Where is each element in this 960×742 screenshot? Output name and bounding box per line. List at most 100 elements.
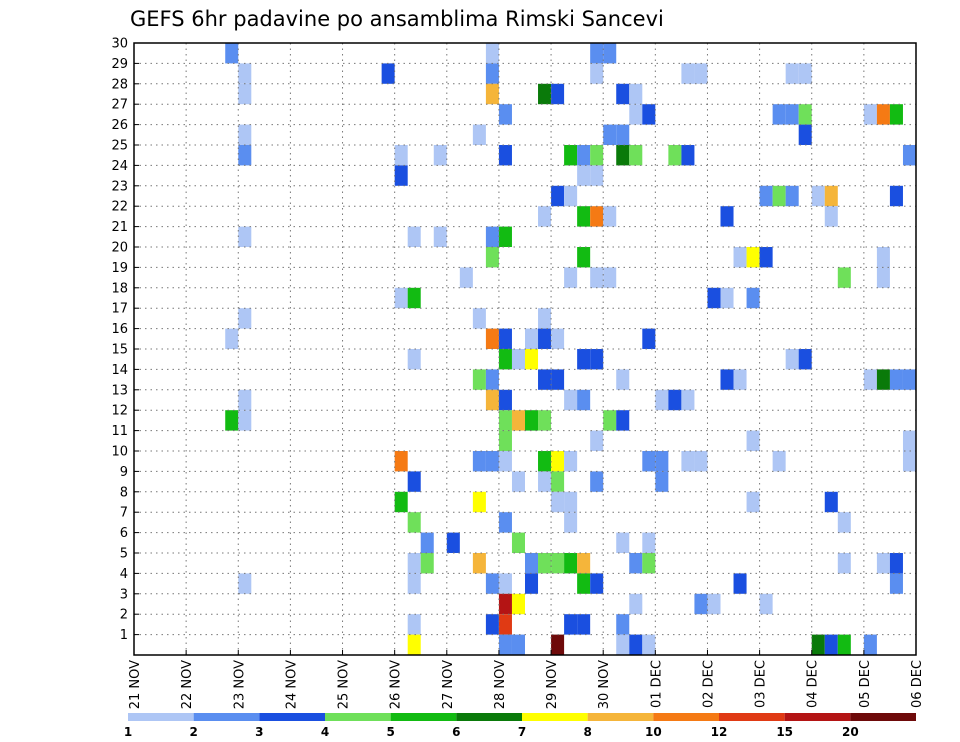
heatmap-cell	[407, 226, 421, 247]
heatmap-cell	[603, 410, 617, 431]
x-tick-label: 23 NOV	[232, 660, 247, 709]
colorbar-swatch	[784, 713, 851, 721]
heatmap-cell	[446, 532, 460, 553]
heatmap-cell	[876, 369, 890, 390]
heatmap-cell	[733, 247, 747, 268]
heatmap-cell	[485, 83, 499, 105]
heatmap-cell	[538, 471, 552, 492]
heatmap-cell	[394, 165, 408, 186]
heatmap-cell	[498, 389, 512, 411]
heatmap-cell	[642, 328, 656, 349]
colorbar-label: 12	[711, 725, 728, 739]
x-tick-label: 21 NOV	[128, 660, 143, 709]
heatmap-cell	[407, 634, 421, 655]
heatmap-cell	[564, 389, 578, 411]
heatmap-cell	[551, 553, 565, 574]
heatmap-cell	[498, 430, 512, 451]
heatmap-cell	[603, 43, 617, 64]
colorbar: 1 2 3 4 5 6 7 8 10 12 15 20	[124, 713, 916, 739]
heatmap-cell	[498, 328, 512, 349]
heatmap-cell	[498, 451, 512, 472]
heatmap-cell	[498, 573, 512, 594]
y-tick-label: 22	[111, 200, 128, 215]
heatmap-cell	[498, 349, 512, 370]
heatmap-cell	[642, 104, 656, 125]
heatmap-cell	[498, 104, 512, 125]
heatmap-cell	[472, 308, 486, 329]
heatmap-cell	[485, 63, 499, 84]
heatmap-cell	[511, 471, 525, 492]
heatmap-cell	[498, 226, 512, 247]
y-tick-label: 13	[111, 383, 128, 398]
colorbar-label: 2	[189, 725, 197, 739]
x-tick-label: 06 DEC	[910, 660, 925, 708]
y-tick-label: 3	[120, 587, 128, 602]
heatmap-cell	[876, 104, 890, 125]
heatmap-cell	[577, 389, 591, 411]
heatmap-cell	[590, 43, 604, 64]
x-tick-label: 24 NOV	[284, 660, 299, 709]
y-tick-label: 24	[111, 159, 128, 174]
heatmap-cell	[616, 614, 630, 635]
heatmap-cell	[525, 410, 539, 431]
heatmap-cell	[785, 104, 799, 125]
colorbar-swatch	[259, 713, 325, 721]
heatmap-cell	[511, 593, 525, 615]
heatmap-cell	[798, 104, 812, 125]
heatmap-cell	[485, 369, 499, 390]
y-tick-label: 25	[111, 139, 128, 154]
heatmap-cell	[511, 634, 525, 655]
heatmap-cell	[590, 573, 604, 594]
x-tick-label: 22 NOV	[180, 660, 195, 709]
heatmap-cell	[498, 512, 512, 533]
heatmap-cell	[876, 247, 890, 268]
heatmap-cell	[472, 553, 486, 574]
heatmap-cell	[407, 553, 421, 574]
heatmap-cell	[485, 43, 499, 64]
heatmap-cell	[538, 308, 552, 329]
heatmap-cell	[551, 491, 565, 513]
heatmap-cell	[889, 185, 903, 207]
heatmap-cell	[577, 349, 591, 370]
heatmap-cell	[785, 349, 799, 370]
heatmap-cell	[525, 553, 539, 574]
heatmap-cell	[629, 83, 643, 105]
heatmap-cell	[394, 145, 408, 166]
heatmap-cell	[551, 328, 565, 349]
heatmap-cell	[551, 634, 565, 655]
heatmap-cell	[485, 451, 499, 472]
heatmap-cell	[564, 614, 578, 635]
heatmap-cell	[564, 185, 578, 207]
x-tick-label: 04 DEC	[806, 660, 821, 708]
heatmap-cell	[603, 267, 617, 288]
y-tick-label: 9	[120, 465, 128, 480]
x-tick-label: 29 NOV	[545, 660, 560, 709]
heatmap-cell	[902, 430, 916, 451]
heatmap-cell	[564, 553, 578, 574]
heatmap-cell	[889, 369, 903, 390]
heatmap-cell	[889, 553, 903, 574]
heatmap-cell	[472, 124, 486, 145]
y-tick-label: 11	[111, 424, 128, 439]
y-tick-label: 6	[120, 526, 128, 541]
heatmap-cell	[772, 185, 786, 207]
colorbar-label: 6	[452, 725, 460, 739]
x-tick-label: 03 DEC	[754, 660, 769, 708]
heatmap-cell	[564, 267, 578, 288]
heatmap-cell	[616, 145, 630, 166]
heatmap-cell	[485, 247, 499, 268]
heatmap-cell	[238, 573, 252, 594]
x-tick-label: 26 NOV	[389, 660, 404, 709]
y-tick-label: 14	[111, 363, 128, 378]
colorbar-label: 8	[583, 725, 591, 739]
heatmap-cell	[837, 553, 851, 574]
heatmap-cell	[538, 451, 552, 472]
y-tick-label: 5	[120, 547, 128, 562]
heatmap-cell	[629, 593, 643, 615]
heatmap-cell	[538, 553, 552, 574]
colorbar-label: 15	[776, 725, 793, 739]
heatmap-cell	[720, 369, 734, 390]
heatmap-cell	[655, 471, 669, 492]
heatmap-cell	[668, 389, 682, 411]
